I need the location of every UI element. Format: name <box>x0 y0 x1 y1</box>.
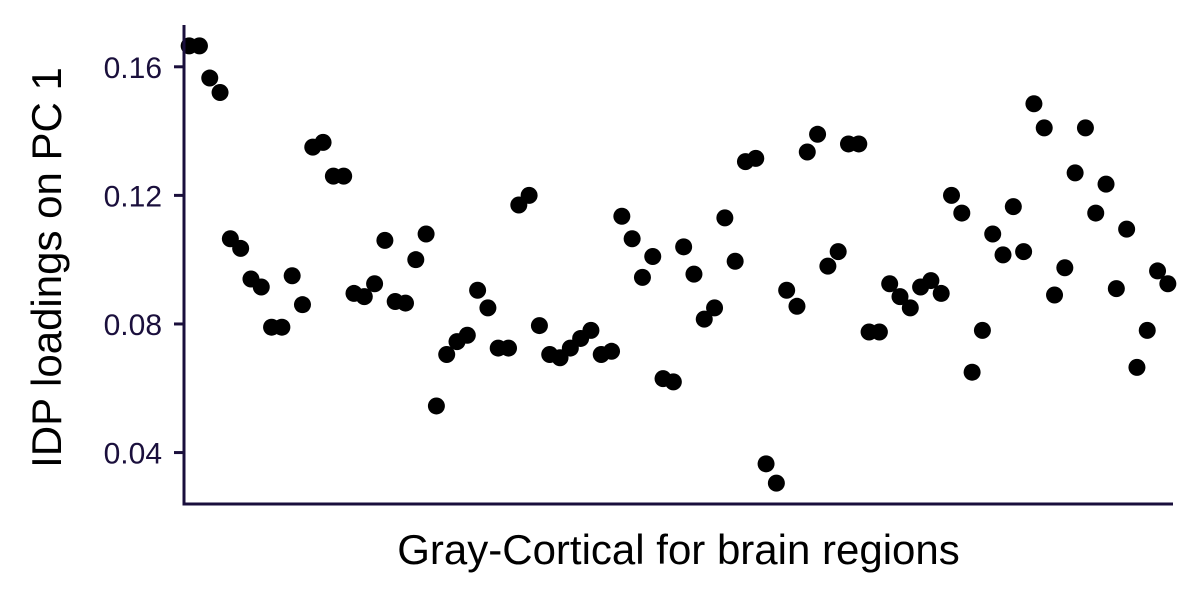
x-axis-title: Gray-Cortical for brain regions <box>397 526 960 573</box>
data-point <box>1046 286 1064 304</box>
data-point <box>623 230 641 248</box>
data-point <box>1056 259 1074 277</box>
data-point <box>984 225 1002 243</box>
data-point <box>767 474 785 492</box>
data-point <box>469 281 487 299</box>
data-point <box>314 133 332 151</box>
data-point <box>1107 280 1125 298</box>
data-point <box>582 321 600 339</box>
data-point <box>1149 262 1167 280</box>
data-point <box>603 342 621 360</box>
y-tick-label: 0.08 <box>104 309 162 342</box>
data-point <box>396 294 414 312</box>
data-point <box>901 299 919 317</box>
data-point <box>1076 119 1094 137</box>
data-point <box>366 275 384 293</box>
data-point <box>613 207 631 225</box>
data-point <box>335 167 353 185</box>
data-point <box>973 321 991 339</box>
data-point <box>695 310 713 328</box>
data-point <box>355 288 373 306</box>
data-point <box>726 252 744 270</box>
data-point <box>232 239 250 257</box>
data-point <box>1004 198 1022 216</box>
data-point <box>458 326 476 344</box>
data-point <box>994 246 1012 264</box>
data-point <box>809 125 827 143</box>
data-point <box>798 143 816 161</box>
data-point <box>675 238 693 256</box>
y-axis-title: IDP loadings on PC 1 <box>23 67 70 468</box>
data-point <box>963 363 981 381</box>
y-tick-label: 0.12 <box>104 180 162 213</box>
data-point <box>757 455 775 473</box>
data-point <box>427 397 445 415</box>
y-tick-label: 0.16 <box>104 52 162 85</box>
data-point <box>778 281 796 299</box>
y-tick-label: 0.04 <box>104 438 162 471</box>
data-point <box>1159 275 1177 293</box>
y-axis-ticks: 0.04 0.08 0.12 0.16 <box>104 52 184 471</box>
data-point <box>201 69 219 87</box>
data-point <box>438 346 456 364</box>
data-point <box>881 275 899 293</box>
data-point <box>1015 243 1033 261</box>
data-point <box>850 135 868 153</box>
data-point <box>479 299 497 317</box>
data-point <box>1025 95 1043 113</box>
data-point <box>417 225 435 243</box>
data-points <box>180 37 1177 492</box>
data-point <box>829 243 847 261</box>
data-point <box>788 297 806 315</box>
data-point <box>943 186 961 204</box>
data-point <box>273 318 291 336</box>
data-point <box>747 149 765 167</box>
data-point <box>706 299 724 317</box>
data-point <box>1138 321 1156 339</box>
data-point <box>819 257 837 275</box>
data-point <box>500 339 518 357</box>
data-point <box>1035 119 1053 137</box>
data-point <box>376 231 394 249</box>
data-point <box>685 265 703 283</box>
data-point <box>283 267 301 285</box>
data-point <box>644 247 662 265</box>
data-point <box>891 288 909 306</box>
data-point <box>211 84 229 102</box>
data-point <box>1066 164 1084 182</box>
data-point <box>922 272 940 290</box>
data-point <box>870 323 888 341</box>
data-point <box>1097 175 1115 193</box>
data-point <box>932 284 950 302</box>
data-point <box>664 373 682 391</box>
data-point <box>530 317 548 335</box>
data-point <box>716 209 734 227</box>
data-point <box>190 37 208 55</box>
data-point <box>953 204 971 222</box>
data-point <box>520 186 538 204</box>
data-point <box>1118 220 1136 238</box>
data-point <box>1087 204 1105 222</box>
data-point <box>633 268 651 286</box>
data-point <box>293 296 311 314</box>
data-point <box>407 251 425 269</box>
data-point <box>252 278 270 296</box>
data-point <box>1128 358 1146 376</box>
